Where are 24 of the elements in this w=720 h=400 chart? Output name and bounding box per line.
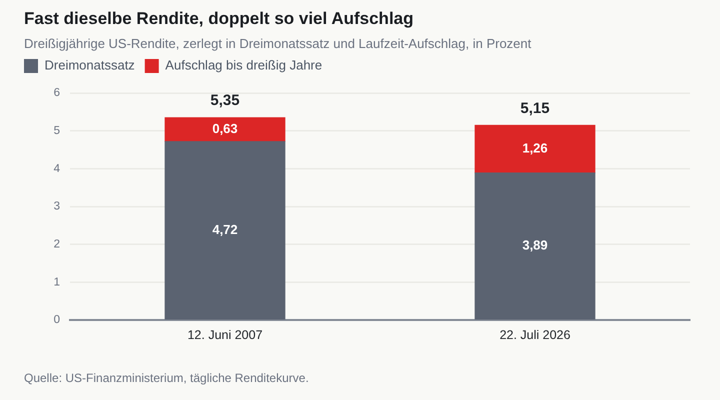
legend-label: Dreimonatssatz xyxy=(44,58,135,73)
data-label: 4,72 xyxy=(212,222,238,237)
bar xyxy=(164,141,286,320)
y-tick-label: 1 xyxy=(54,276,60,288)
data-label: 3,89 xyxy=(522,238,548,253)
total-label: 5,15 xyxy=(520,100,550,117)
chart-title: Fast dieselbe Rendite, doppelt so viel Aufschlag xyxy=(24,9,414,29)
bar xyxy=(164,117,286,142)
x-tick-label: 22. Juli 2026 xyxy=(500,328,570,342)
data-label: 1,26 xyxy=(522,140,548,156)
bar xyxy=(474,124,596,174)
data-label: 0,63 xyxy=(212,121,238,136)
chart-subtitle: Dreißigjährige US-Rendite, zerlegt in Dreimonatssatz und Laufzeit-Aufschlag, in Prozent xyxy=(24,36,532,51)
source-note: Quelle: US-Finanzministerium, tägliche Renditekurve. xyxy=(24,371,309,385)
total-label: 5,35 xyxy=(210,92,240,110)
legend-label: Aufschlag bis dreißig Jahre xyxy=(165,58,322,73)
y-tick-label: 6 xyxy=(54,87,60,100)
y-tick-label: 2 xyxy=(54,238,60,251)
bar xyxy=(474,172,596,320)
x-tick-label: 12. Juni 2007 xyxy=(187,328,263,342)
y-tick-label: 3 xyxy=(54,200,60,213)
y-tick-label: 5 xyxy=(54,125,60,138)
y-tick-label: 0 xyxy=(54,314,60,326)
y-tick-label: 4 xyxy=(54,162,61,175)
